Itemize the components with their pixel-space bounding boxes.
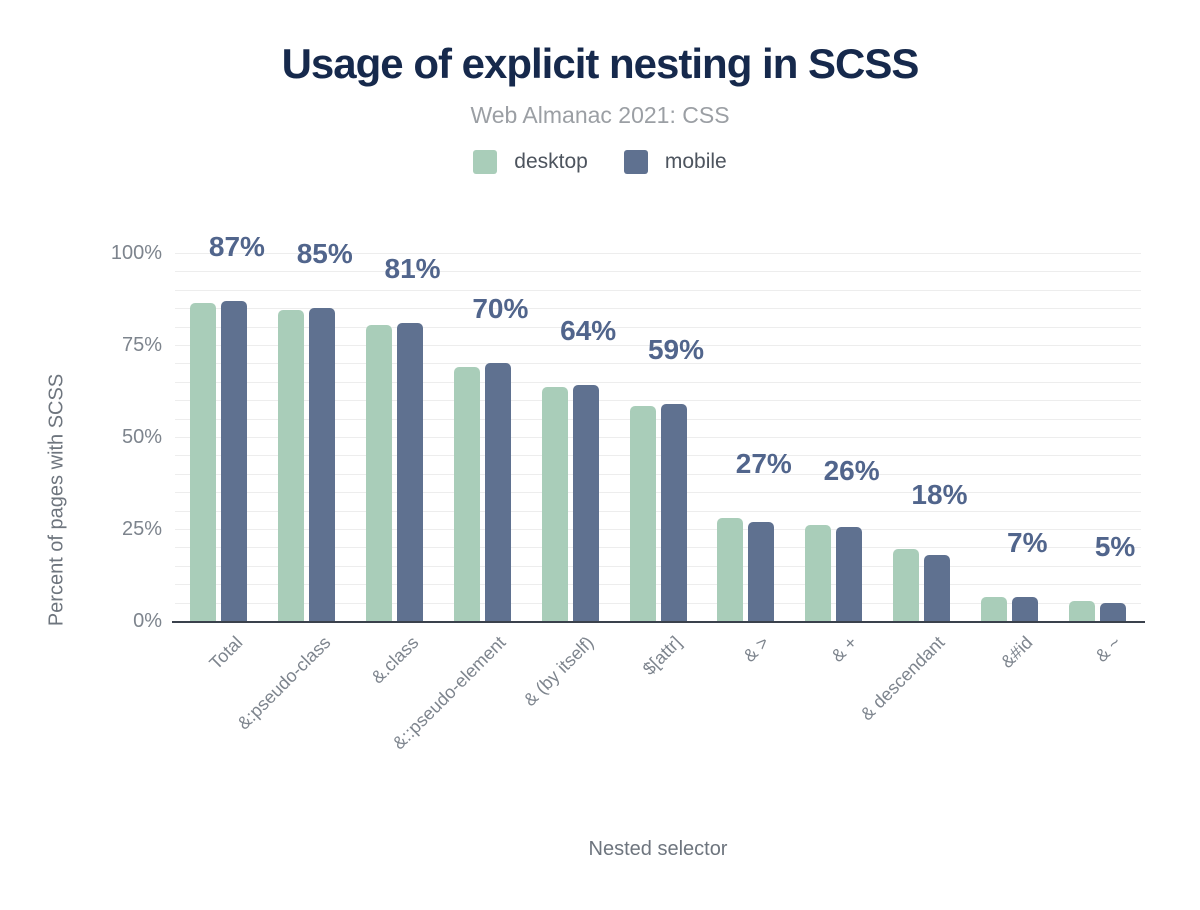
x-tick-label: Total <box>205 632 247 674</box>
gridline <box>175 345 1141 346</box>
bar-mobile[interactable] <box>923 554 950 621</box>
bar-value-label: 85% <box>296 238 353 270</box>
bar-mobile[interactable] <box>221 300 248 621</box>
x-tick-label: & descendant <box>856 632 949 725</box>
x-axis-line <box>172 621 1145 623</box>
legend-label-mobile: mobile <box>664 150 727 173</box>
bar-desktop[interactable] <box>453 367 480 621</box>
x-tick-label: & (by itself) <box>519 632 598 711</box>
gridline <box>175 363 1141 365</box>
bar-mobile[interactable] <box>1099 602 1126 621</box>
bar-value-label: 27% <box>735 447 792 479</box>
bar-mobile[interactable] <box>572 385 599 621</box>
bar-mobile[interactable] <box>397 322 424 621</box>
y-tick-label: 100% <box>110 242 162 264</box>
bar-desktop[interactable] <box>980 597 1007 621</box>
chart-title: Usage of explicit nesting in SCSS <box>281 40 920 87</box>
y-tick-label: 25% <box>121 518 162 540</box>
bar-desktop[interactable] <box>190 302 217 621</box>
y-tick-label: 75% <box>121 334 162 356</box>
gridline <box>175 584 1141 586</box>
bar-value-label: 59% <box>647 333 705 365</box>
x-tick-label: & ~ <box>1090 632 1125 666</box>
bar-value-label: 7% <box>1007 527 1048 559</box>
bar-mobile[interactable] <box>484 363 511 621</box>
gridline <box>175 289 1141 291</box>
x-tick-label: & > <box>739 632 774 666</box>
bar-value-label: 87% <box>208 230 265 262</box>
bar-value-label: 26% <box>823 455 880 487</box>
gridline <box>175 400 1141 402</box>
plot-area: 0% 25% 50% 75% 100% 87% Total 85% &:pseudo-class… <box>111 232 1145 753</box>
gridline <box>175 418 1141 420</box>
bar-mobile[interactable] <box>1011 597 1038 621</box>
gridline <box>175 602 1141 604</box>
y-tick-label: 50% <box>121 426 162 448</box>
legend: desktop mobile <box>0 150 1200 174</box>
bar-value-label: 5% <box>1094 530 1136 562</box>
bar-mobile[interactable] <box>660 403 687 621</box>
gridline <box>175 492 1141 494</box>
chart-subtitle: Web Almanac 2021: CSS <box>470 102 730 128</box>
bar-desktop[interactable] <box>629 405 656 621</box>
x-tick-label: &#id <box>997 632 1037 672</box>
gridline <box>175 547 1141 549</box>
legend-label-desktop: desktop <box>514 150 588 173</box>
bar-mobile[interactable] <box>748 521 775 621</box>
x-axis-title: Nested selector <box>588 838 728 860</box>
desktop-series-swatch-icon <box>473 150 498 174</box>
bar-desktop[interactable] <box>278 310 305 621</box>
y-axis-title: Percent of pages with SCSS <box>45 373 68 627</box>
bar-desktop[interactable] <box>1068 600 1095 621</box>
gridline <box>175 473 1141 475</box>
gridline <box>175 271 1141 273</box>
bar-desktop[interactable] <box>717 517 744 621</box>
gridline <box>175 253 1141 254</box>
gridline <box>175 381 1141 383</box>
x-tick-label: $[attr] <box>638 632 686 679</box>
x-tick-label: & + <box>827 632 862 666</box>
gridline <box>175 437 1141 438</box>
bar-desktop[interactable] <box>541 387 568 621</box>
bar-desktop[interactable] <box>366 324 393 621</box>
gridline <box>175 308 1141 310</box>
bar-value-label: 64% <box>560 315 617 347</box>
gridline <box>175 529 1141 530</box>
legend-item-desktop[interactable]: desktop <box>473 150 588 174</box>
gridline <box>175 326 1141 328</box>
bar-mobile[interactable] <box>309 308 336 621</box>
x-tick-label: &.class <box>366 632 422 688</box>
bar-value-label: 81% <box>384 252 441 284</box>
gridline <box>175 455 1141 457</box>
bar-value-label: 18% <box>911 479 968 511</box>
bar-desktop[interactable] <box>892 549 919 621</box>
mobile-series-swatch-icon <box>623 150 648 174</box>
x-tick-label: &:pseudo-class <box>232 632 335 734</box>
bar-desktop[interactable] <box>805 525 832 621</box>
gridline <box>175 565 1141 567</box>
gridline <box>175 510 1141 512</box>
bar-mobile[interactable] <box>836 527 863 621</box>
legend-item-mobile[interactable]: mobile <box>623 150 727 174</box>
bar-value-label: 70% <box>472 293 529 325</box>
y-tick-label: 0% <box>133 610 162 632</box>
